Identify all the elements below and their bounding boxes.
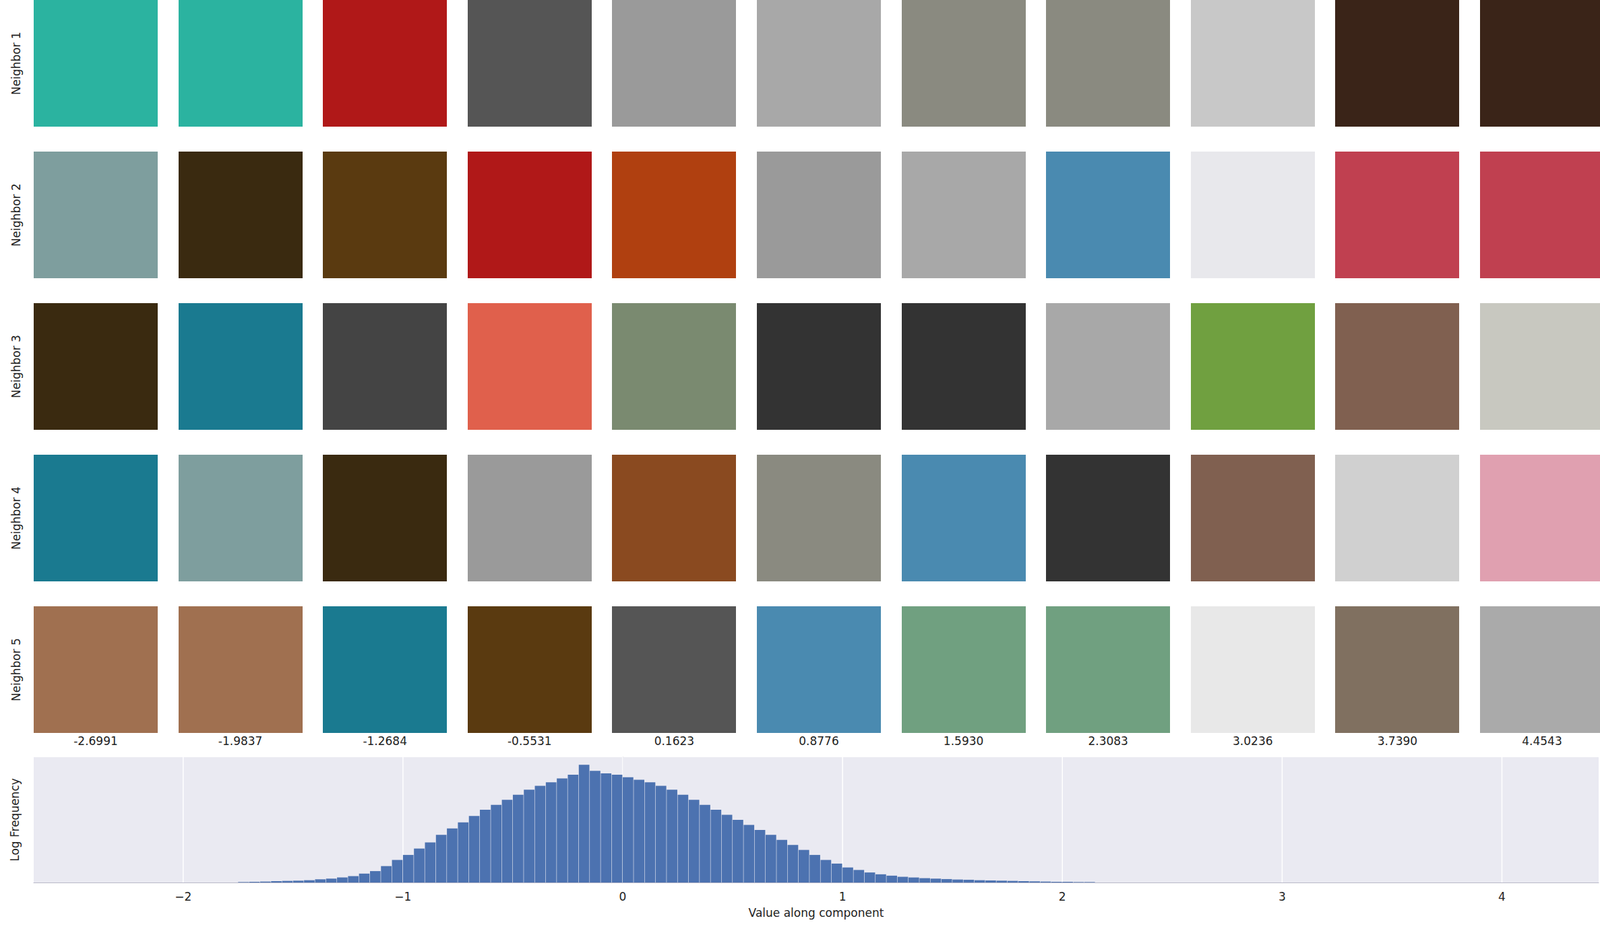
html-text:Neighbor 3: Neighbor 3 bbox=[9, 335, 23, 399]
html-text:-1.9837: -1.9837 bbox=[218, 734, 263, 749]
svg-text:1: 1 bbox=[839, 890, 847, 904]
svg-text:4: 4 bbox=[1498, 890, 1506, 904]
html-text:3.7390: 3.7390 bbox=[1377, 734, 1418, 749]
html-text:-1.2684: -1.2684 bbox=[362, 734, 408, 749]
svg-text:Log Frequency: Log Frequency bbox=[8, 778, 22, 863]
html-text:-2.6991: -2.6991 bbox=[73, 734, 118, 749]
html-text:Neighbor 2: Neighbor 2 bbox=[9, 183, 23, 247]
html-text:2.3083: 2.3083 bbox=[1088, 734, 1129, 749]
svg-text:Value along component: Value along component bbox=[748, 906, 885, 920]
html-text:4.4543: 4.4543 bbox=[1522, 734, 1563, 749]
svg-text:2: 2 bbox=[1058, 890, 1067, 904]
html-text:0.1623: 0.1623 bbox=[654, 734, 695, 749]
svg-text:3: 3 bbox=[1278, 890, 1286, 904]
svg-text:−1: −1 bbox=[394, 890, 412, 904]
html-text:Neighbor 1: Neighbor 1 bbox=[9, 31, 23, 95]
html-text:1.5930: 1.5930 bbox=[943, 734, 984, 749]
svg-text:0: 0 bbox=[619, 890, 627, 904]
svg-text:−2: −2 bbox=[174, 890, 192, 904]
html-text:3.0236: 3.0236 bbox=[1232, 734, 1273, 749]
html-text:0.8776: 0.8776 bbox=[798, 734, 839, 749]
html-text:Neighbor 4: Neighbor 4 bbox=[9, 486, 23, 550]
html-text:-0.5531: -0.5531 bbox=[507, 734, 552, 749]
html-text:Neighbor 5: Neighbor 5 bbox=[9, 638, 23, 702]
